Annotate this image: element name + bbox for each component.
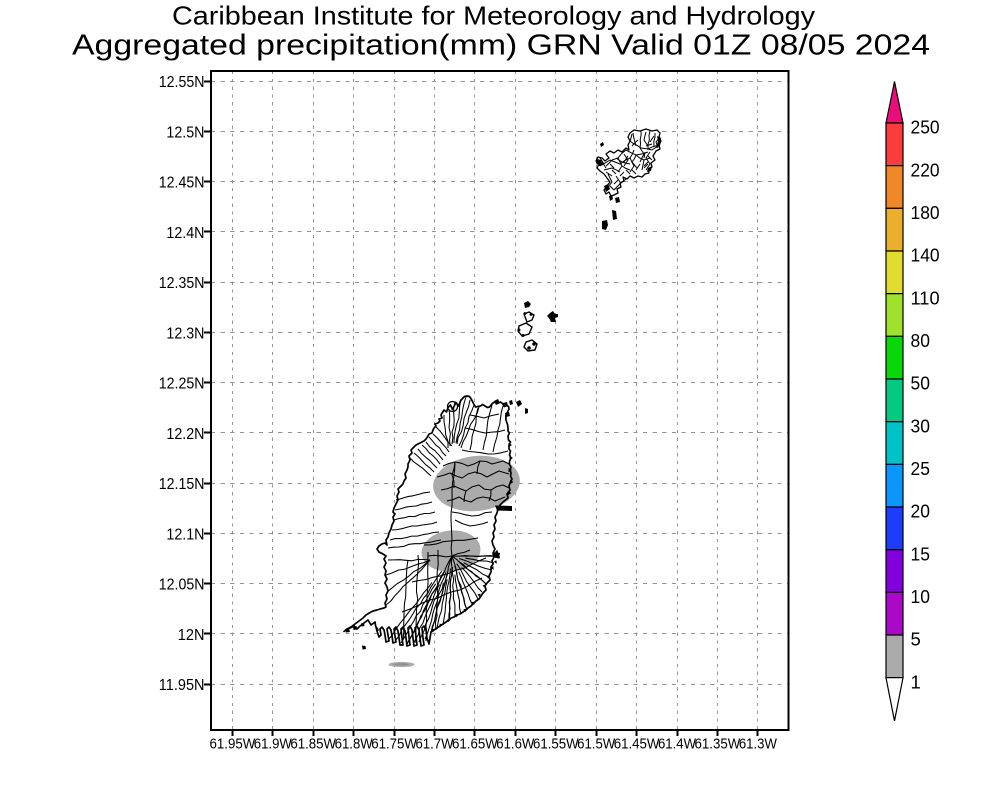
svg-text:61.95W: 61.95W — [210, 736, 256, 753]
svg-text:12.25N: 12.25N — [159, 376, 205, 393]
svg-text:61.8W: 61.8W — [335, 736, 374, 753]
svg-text:12.4N: 12.4N — [166, 225, 204, 242]
svg-text:25: 25 — [911, 458, 930, 479]
svg-text:61.85W: 61.85W — [290, 736, 336, 753]
svg-text:61.55W: 61.55W — [533, 736, 579, 753]
svg-text:180: 180 — [911, 202, 940, 223]
svg-text:61.6W: 61.6W — [496, 736, 535, 753]
svg-text:12.1N: 12.1N — [166, 526, 204, 543]
svg-text:12.55N: 12.55N — [159, 74, 205, 91]
svg-text:15: 15 — [911, 543, 930, 564]
svg-text:50: 50 — [911, 373, 930, 394]
svg-text:11.95N: 11.95N — [159, 677, 205, 694]
svg-text:220: 220 — [911, 159, 940, 180]
svg-text:61.9W: 61.9W — [254, 736, 293, 753]
svg-text:30: 30 — [911, 415, 930, 436]
svg-text:12.3N: 12.3N — [166, 325, 204, 342]
svg-text:20: 20 — [911, 501, 930, 522]
svg-text:5: 5 — [911, 629, 921, 650]
svg-text:1: 1 — [911, 671, 921, 692]
svg-text:61.45W: 61.45W — [614, 736, 660, 753]
svg-text:Aggregated precipitation(mm) G: Aggregated precipitation(mm) GRN Valid 0… — [72, 30, 930, 62]
svg-text:12N: 12N — [178, 627, 205, 644]
svg-text:110: 110 — [911, 287, 940, 308]
svg-text:12.05N: 12.05N — [159, 577, 205, 594]
svg-text:10: 10 — [911, 586, 930, 607]
svg-text:61.5W: 61.5W — [577, 736, 616, 753]
svg-text:61.7W: 61.7W — [415, 736, 454, 753]
svg-text:250: 250 — [911, 117, 940, 138]
svg-text:61.3W: 61.3W — [739, 736, 778, 753]
svg-text:Caribbean Institute for Meteor: Caribbean Institute for Meteorology and … — [172, 1, 815, 31]
svg-text:12.15N: 12.15N — [159, 476, 205, 493]
svg-text:61.35W: 61.35W — [695, 736, 741, 753]
svg-text:12.35N: 12.35N — [159, 275, 205, 292]
svg-text:12.45N: 12.45N — [159, 175, 205, 192]
svg-text:12.5N: 12.5N — [166, 124, 204, 141]
svg-text:61.75W: 61.75W — [371, 736, 417, 753]
svg-text:61.4W: 61.4W — [658, 736, 697, 753]
svg-text:61.65W: 61.65W — [452, 736, 498, 753]
svg-text:12.2N: 12.2N — [166, 426, 204, 443]
svg-text:80: 80 — [911, 330, 930, 351]
svg-text:140: 140 — [911, 245, 940, 266]
